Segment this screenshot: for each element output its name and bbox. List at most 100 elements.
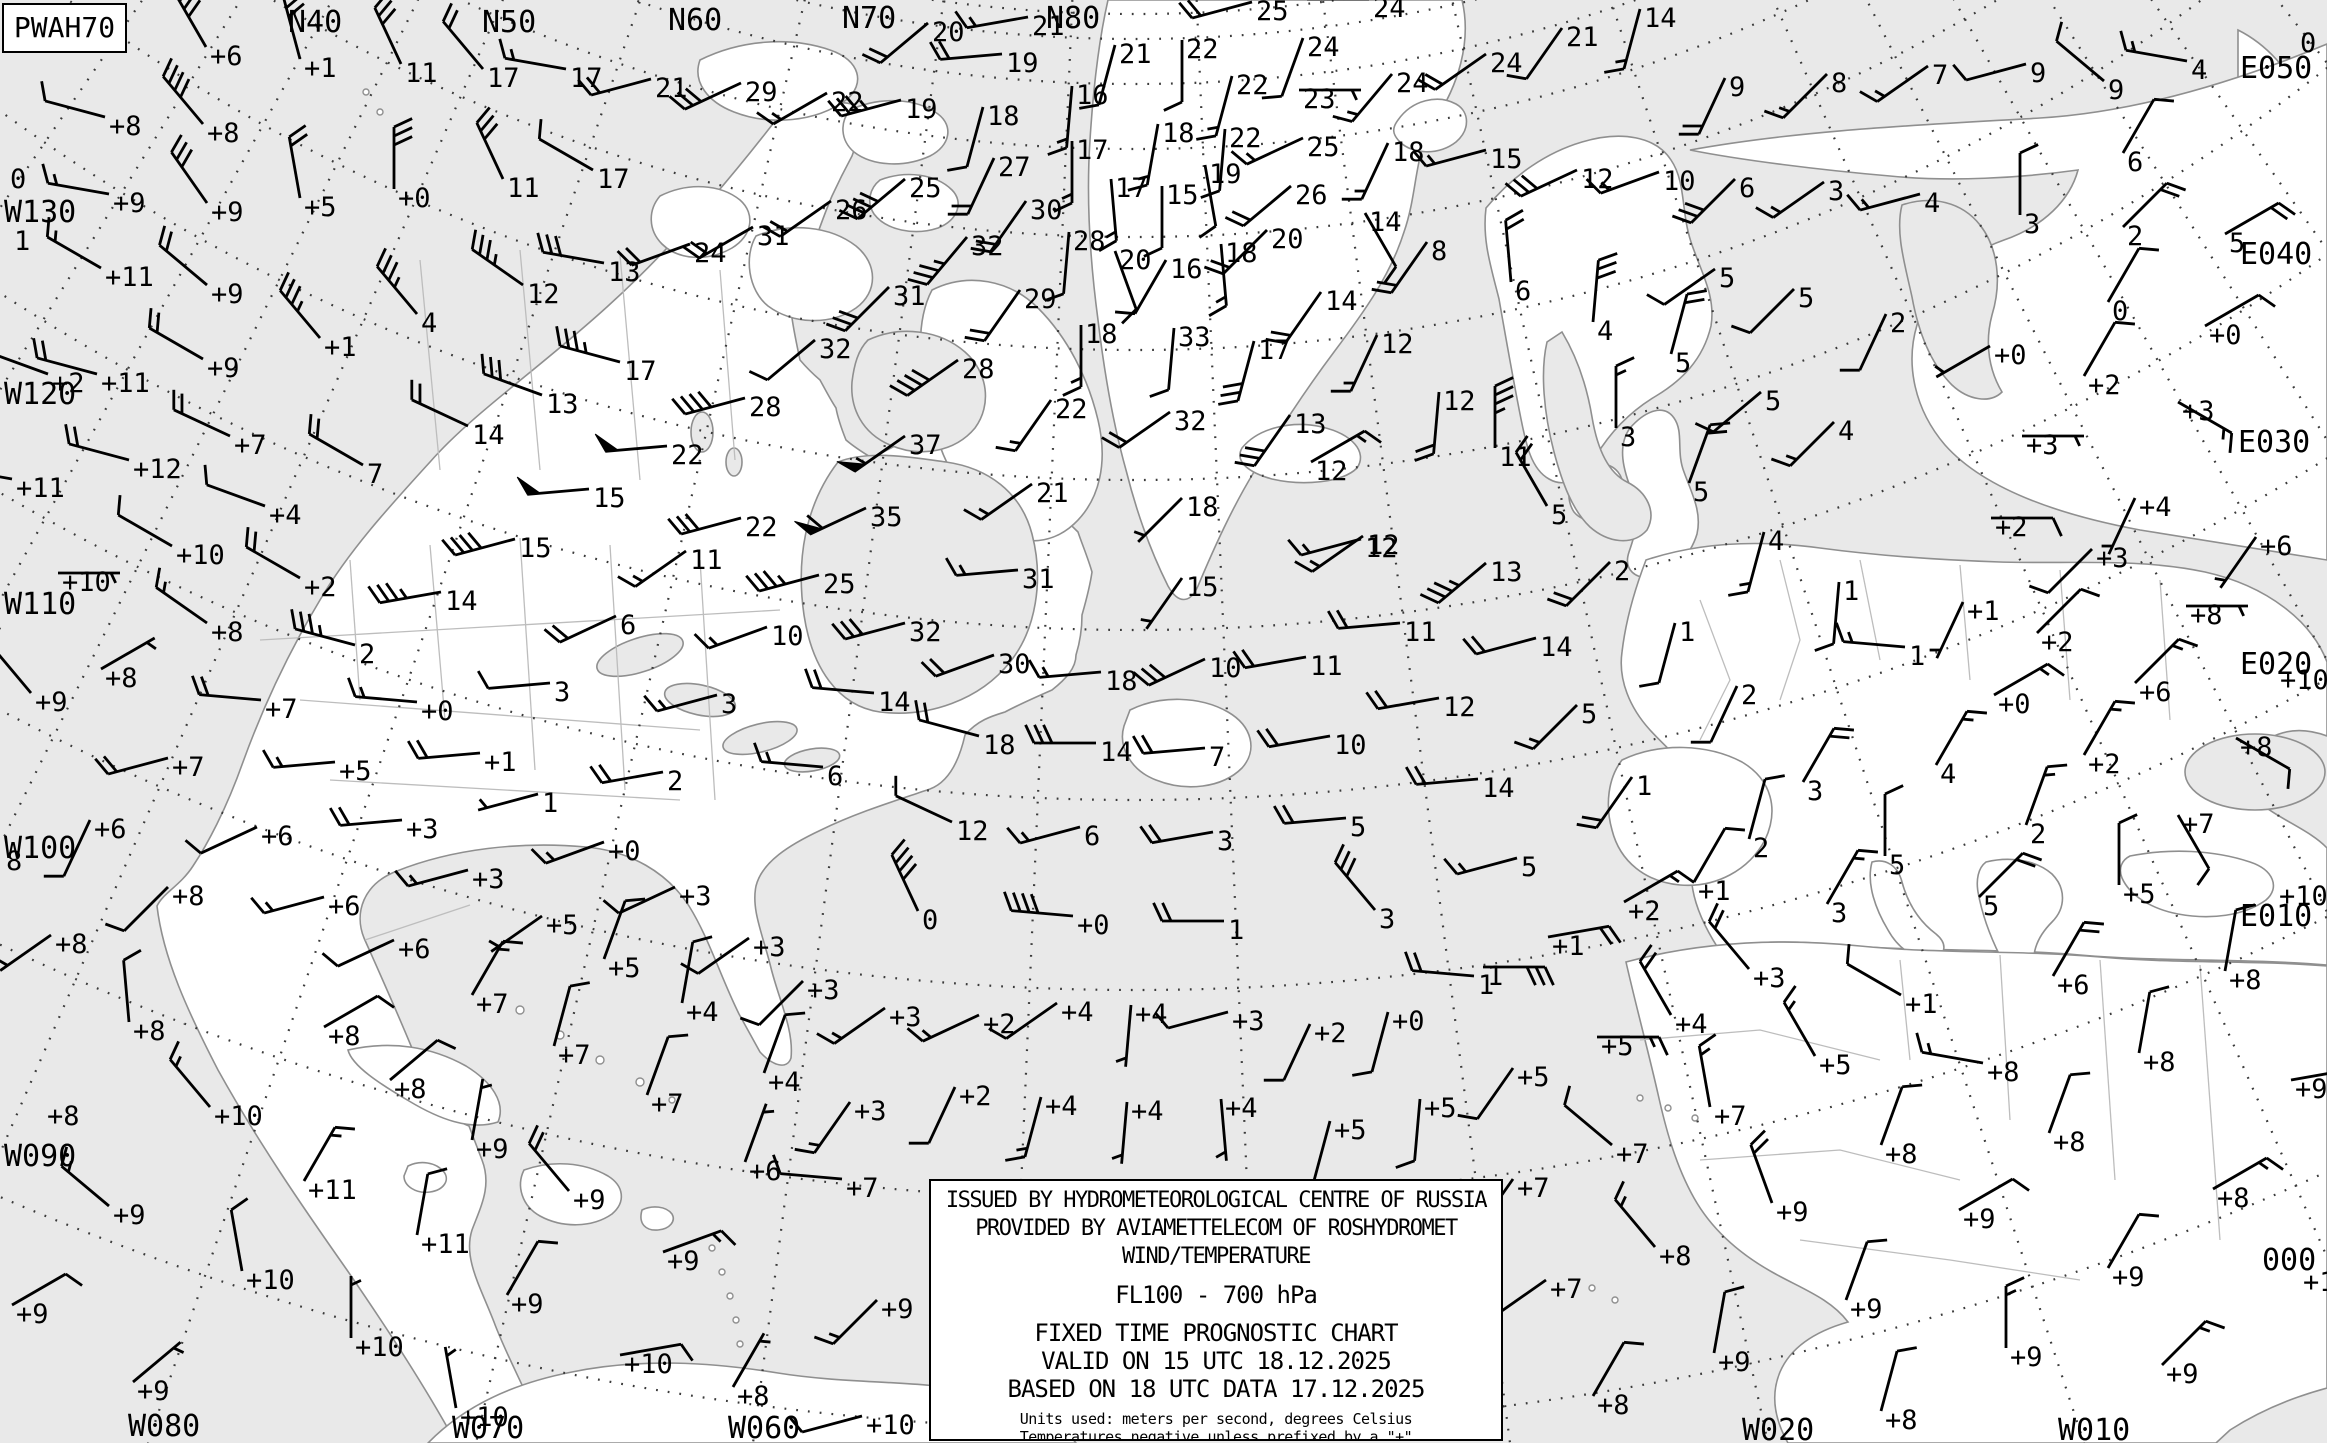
wind-station: +2 [908, 1081, 992, 1145]
grid-label-000: 000 [2262, 1243, 2316, 1278]
wind-barb [392, 117, 413, 189]
station-temperature: 3 [1807, 776, 1823, 807]
wind-barb [132, 1341, 185, 1384]
meridian-line [751, 0, 945, 1443]
station-temperature: +5 [608, 953, 641, 984]
wind-barb [1003, 891, 1074, 918]
wind-barb [2047, 1071, 2091, 1134]
meridian-line [1609, 0, 2086, 1443]
wind-barb [100, 636, 157, 671]
grid-label-N60: N60 [668, 3, 722, 38]
station-temperature: 5 [1765, 386, 1781, 417]
wind-barb [1395, 1098, 1422, 1169]
station-temperature: +8 [328, 1021, 361, 1052]
wind-barb [643, 693, 718, 713]
station-temperature: +5 [546, 910, 579, 941]
wind-station: +8 [1915, 1032, 2020, 1088]
grid-label-N70: N70 [842, 1, 896, 36]
station-temperature: +1 [484, 747, 517, 778]
station-temperature: +3 [1753, 963, 1786, 994]
wind-barb [2177, 400, 2234, 454]
wind-station: 21 [963, 478, 1069, 521]
wind-station: 1 [14, 226, 30, 257]
wind-station: 4 [2119, 30, 2207, 86]
station-temperature: +0 [1998, 689, 2031, 720]
wind-station: +9 [527, 1124, 606, 1216]
white-sea [1898, 199, 2004, 400]
wind-station: +10 [2280, 665, 2327, 696]
wind-barb [2022, 434, 2084, 447]
wind-station: 21 [1079, 39, 1152, 110]
station-temperature: +0 [2209, 320, 2242, 351]
wind-barb [1591, 1340, 1645, 1397]
station-temperature: 11 [1310, 651, 1343, 682]
wind-station: +11 [45, 216, 154, 293]
wind-station: +8 [2186, 600, 2248, 631]
wind-station: 5 [1978, 851, 2043, 922]
wind-station: +5 [262, 749, 372, 787]
wind-barb [1006, 825, 1081, 845]
station-temperature: 25 [1307, 132, 1340, 163]
wind-station: +2 [0, 355, 85, 399]
lake-huron [722, 720, 798, 756]
wind-barb [2122, 181, 2187, 228]
wind-barb [1929, 601, 1965, 659]
wind-barb [441, 531, 516, 557]
station-temperature: +5 [339, 756, 372, 787]
wind-station: +0 [347, 677, 454, 727]
wind-station: +1 [278, 271, 357, 363]
wind-station: 5 [2224, 201, 2296, 259]
station-temperature: 22 [745, 512, 778, 543]
wind-station: +4 [203, 464, 302, 531]
wind-station: +5 [1294, 1115, 1367, 1186]
wind-barb [172, 389, 231, 438]
wind-station: 15 [516, 476, 626, 514]
wind-barb [147, 307, 204, 361]
wind-station: 16 [1114, 254, 1203, 316]
wind-station: 5 [1514, 435, 1567, 531]
station-temperature: +2 [959, 1081, 992, 1112]
info-provided: PROVIDED BY AVIAMETTELECOM OF ROSHYDROME… [975, 1216, 1458, 1241]
station-temperature: +9 [211, 279, 244, 310]
wind-barb [577, 76, 652, 97]
station-temperature: 14 [1369, 207, 1402, 238]
station-temperature: 10 [1209, 653, 1242, 684]
wind-barb [170, 134, 209, 204]
station-temperature: 14 [1540, 632, 1573, 663]
station-temperature: 6 [620, 610, 636, 641]
wind-station: 3 [643, 689, 737, 720]
islands-queen-elizabeth-2 [842, 99, 949, 165]
wind-station: +9 [470, 1078, 509, 1165]
wind-station: 1 [1152, 902, 1244, 946]
station-temperature: +9 [1850, 1294, 1883, 1325]
station-temperature: 1 [1487, 961, 1503, 992]
wind-barb [470, 939, 524, 996]
wind-station: 5 [1669, 289, 1707, 379]
station-temperature: 10 [1663, 166, 1696, 197]
station-temperature: +2 [1314, 1018, 1347, 1049]
station-temperature: 21 [1036, 478, 1069, 509]
island-newfoundland [1121, 698, 1252, 788]
wind-station: +1 [1547, 924, 1622, 962]
station-temperature: 1 [1478, 970, 1494, 1001]
wind-barb [477, 792, 539, 812]
wind-station: 0 [2106, 246, 2160, 327]
wind-barb [1839, 313, 1888, 372]
station-temperature: 35 [870, 502, 903, 533]
wind-barb [1152, 902, 1224, 923]
wind-station: 17 [1098, 173, 1148, 252]
wind-barb [1697, 1033, 1717, 1108]
wind-station: +10 [788, 1410, 915, 1441]
wind-barb [415, 1167, 448, 1236]
wind-station: 3 [1333, 843, 1395, 935]
wind-barb [838, 177, 906, 221]
wind-barb [693, 625, 768, 650]
wind-station: 15 [1412, 144, 1523, 175]
wind-station: 13 [1419, 557, 1523, 605]
wind-station: 21 [1506, 22, 1599, 81]
wind-station: +0 [1352, 1006, 1425, 1077]
grid-label-E020: E020 [2240, 647, 2312, 682]
wind-barb [2117, 813, 2138, 885]
wind-barb [329, 806, 403, 827]
